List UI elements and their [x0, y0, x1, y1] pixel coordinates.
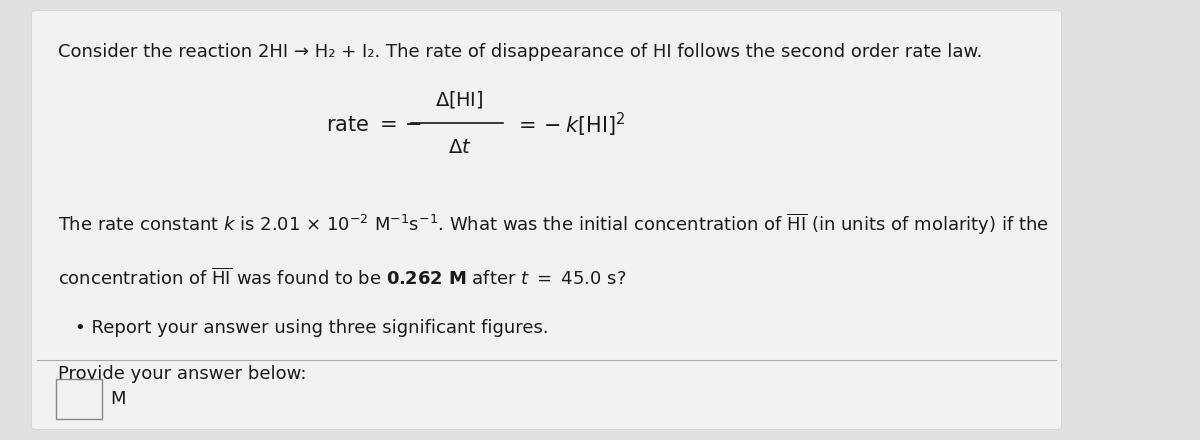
Text: Provide your answer below:: Provide your answer below: — [59, 365, 307, 383]
Text: rate $= -$: rate $= -$ — [325, 115, 421, 135]
Text: • Report your answer using three significant figures.: • Report your answer using three signifi… — [74, 319, 548, 337]
Text: $\Delta t$: $\Delta t$ — [448, 138, 472, 157]
Text: concentration of $\overline{\mathrm{HI}}$ was found to be $\mathbf{0.262}$ $\mat: concentration of $\overline{\mathrm{HI}}… — [59, 268, 626, 289]
Text: The rate constant $\mathit{k}$ is 2.01 $\times$ 10$^{-2}$ M$^{-1}$s$^{-1}$. What: The rate constant $\mathit{k}$ is 2.01 $… — [59, 211, 1049, 237]
Text: $= -k[\mathrm{HI}]^2$: $= -k[\mathrm{HI}]^2$ — [514, 111, 625, 139]
FancyBboxPatch shape — [56, 379, 102, 419]
FancyBboxPatch shape — [31, 11, 1062, 429]
Text: $\Delta$[HI]: $\Delta$[HI] — [436, 89, 484, 110]
Text: M: M — [110, 390, 126, 408]
Text: Consider the reaction 2HI → H₂ + I₂. The rate of disappearance of HI follows the: Consider the reaction 2HI → H₂ + I₂. The… — [59, 43, 983, 61]
